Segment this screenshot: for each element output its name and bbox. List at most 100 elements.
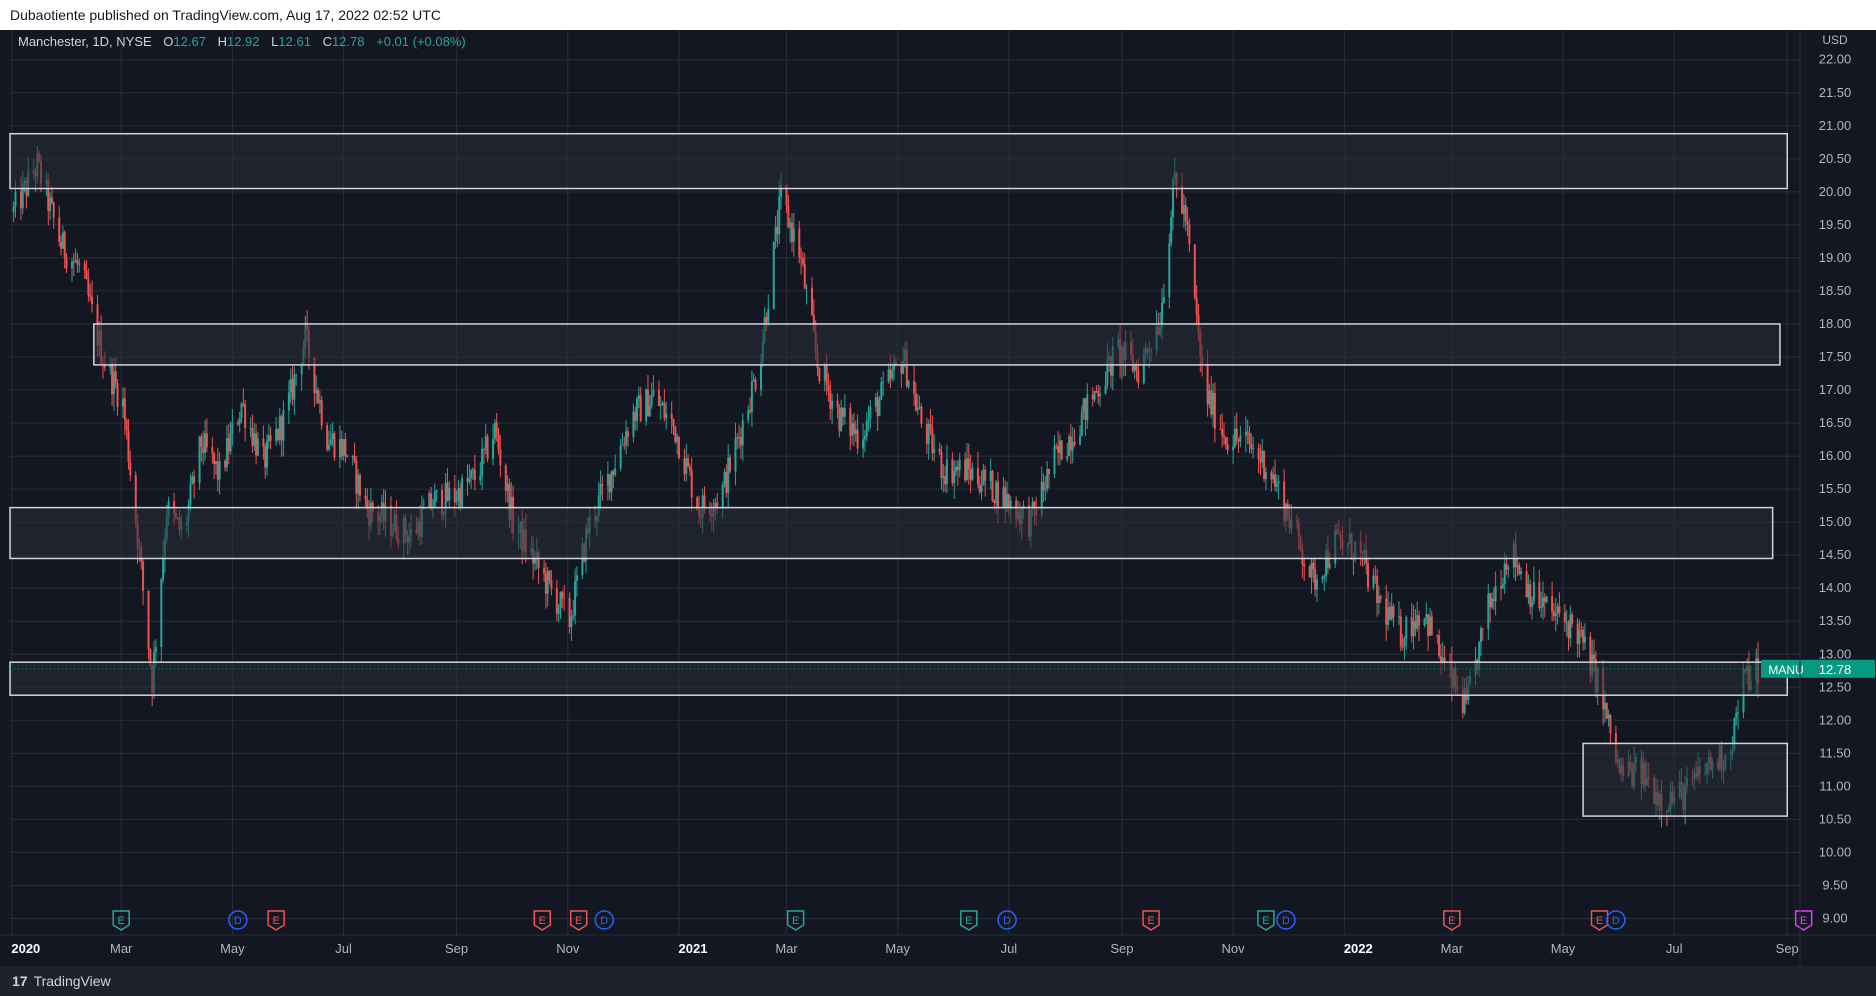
event-marker-label: E bbox=[272, 915, 279, 927]
candle-body bbox=[661, 402, 664, 405]
candle-body bbox=[486, 436, 489, 460]
time-tick-label: May bbox=[885, 941, 910, 956]
candle-body bbox=[1543, 597, 1546, 603]
candle-body bbox=[214, 461, 217, 465]
chart-area[interactable]: 9.00 9.50 10.00 10.50 11.00 11.50 12.00 12.50 13… bbox=[0, 30, 1876, 966]
earnings-marker-icon[interactable] bbox=[1443, 910, 1461, 931]
candle-body bbox=[1410, 617, 1413, 637]
dividend-marker-icon[interactable] bbox=[1606, 910, 1626, 930]
time-tick-label: Nov bbox=[1222, 941, 1246, 956]
price-tick-label: 12.50 bbox=[1819, 679, 1852, 694]
time-tick-label: Sep bbox=[445, 941, 468, 956]
earnings-marker-icon[interactable] bbox=[1257, 910, 1275, 931]
candle-body bbox=[971, 467, 974, 480]
dividend-marker-icon[interactable] bbox=[228, 910, 248, 930]
candle-body bbox=[1492, 598, 1495, 602]
candle-body bbox=[1565, 622, 1568, 624]
price-chart[interactable]: 9.00 9.50 10.00 10.50 11.00 11.50 12.00 12.50 13… bbox=[0, 30, 1876, 966]
candle-body bbox=[49, 197, 52, 212]
candle-body bbox=[574, 580, 577, 616]
candle-body bbox=[1212, 392, 1215, 415]
time-tick-label: Jul bbox=[335, 941, 352, 956]
candle-body bbox=[333, 433, 336, 458]
candle-body bbox=[606, 474, 609, 486]
candle-body bbox=[1538, 582, 1541, 608]
candle-body bbox=[1392, 606, 1395, 617]
candle-body bbox=[85, 270, 88, 280]
candle-body bbox=[1567, 622, 1570, 639]
candle-body bbox=[262, 438, 265, 447]
candle-body bbox=[236, 422, 239, 425]
candle-body bbox=[461, 477, 464, 507]
candle-body bbox=[1186, 221, 1189, 225]
candle-body bbox=[479, 475, 482, 481]
candle-body bbox=[1481, 628, 1484, 630]
candle-body bbox=[851, 423, 854, 436]
candle-body bbox=[287, 392, 290, 411]
earnings-marker-icon[interactable] bbox=[533, 910, 552, 931]
candle-body bbox=[112, 371, 115, 395]
candle-body bbox=[1436, 635, 1439, 637]
dividend-marker-icon[interactable] bbox=[1276, 910, 1296, 930]
candle-body bbox=[727, 457, 730, 493]
candle-body bbox=[639, 395, 642, 422]
candle-body bbox=[63, 232, 66, 258]
earnings-marker-icon[interactable] bbox=[1794, 910, 1813, 931]
candle-body bbox=[687, 458, 690, 467]
candle-body bbox=[344, 439, 347, 456]
time-tick-label: Sep bbox=[1776, 941, 1799, 956]
candle-body bbox=[780, 185, 783, 197]
event-marker-label: E bbox=[1262, 915, 1269, 927]
candle-body bbox=[1257, 447, 1260, 460]
candle-body bbox=[1188, 224, 1191, 245]
time-tick-label: 2021 bbox=[679, 941, 708, 956]
candle-body bbox=[1390, 606, 1393, 620]
candle-body bbox=[798, 228, 801, 258]
last-price-symbol: MANU bbox=[1768, 663, 1803, 677]
candle-body bbox=[1263, 450, 1266, 480]
candle-body bbox=[1046, 469, 1049, 489]
candle-body bbox=[78, 263, 81, 265]
price-tick-label: 21.00 bbox=[1819, 118, 1852, 133]
candle-body bbox=[293, 374, 296, 400]
earnings-marker-icon[interactable] bbox=[960, 910, 978, 931]
earnings-marker-icon[interactable] bbox=[786, 910, 805, 931]
price-tick-label: 19.00 bbox=[1819, 250, 1852, 265]
candle-body bbox=[1068, 436, 1071, 456]
candle-body bbox=[725, 471, 728, 493]
price-tick-label: 9.00 bbox=[1822, 910, 1847, 925]
candle-body bbox=[317, 389, 320, 403]
candle-body bbox=[555, 588, 558, 614]
event-marker-label: D bbox=[234, 915, 242, 927]
candle-body bbox=[840, 407, 843, 432]
candle-body bbox=[862, 439, 865, 449]
candle-body bbox=[1259, 459, 1262, 463]
candle-body bbox=[874, 397, 877, 407]
candle-body bbox=[1403, 638, 1406, 647]
earnings-marker-icon[interactable] bbox=[112, 910, 130, 931]
candle-body bbox=[1501, 584, 1504, 589]
candle-body bbox=[446, 482, 449, 501]
earnings-marker-icon[interactable] bbox=[1142, 910, 1160, 931]
candle-body bbox=[227, 438, 230, 452]
earnings-marker-icon[interactable] bbox=[267, 910, 285, 931]
candle-body bbox=[1235, 428, 1238, 440]
dividend-marker-icon[interactable] bbox=[594, 910, 614, 930]
earnings-marker-icon[interactable] bbox=[569, 910, 588, 931]
candle-body bbox=[504, 465, 507, 491]
candle-body bbox=[1525, 571, 1528, 598]
candle-body bbox=[1580, 629, 1583, 631]
candle-body bbox=[327, 444, 330, 450]
candle-body bbox=[1503, 563, 1506, 585]
candle-body bbox=[1057, 446, 1060, 453]
earnings-marker-icon[interactable] bbox=[1590, 910, 1609, 931]
candle-body bbox=[672, 419, 675, 427]
candle-body bbox=[614, 468, 617, 475]
candle-body bbox=[568, 597, 571, 628]
candle-body bbox=[1133, 365, 1136, 372]
tradingview-logo-icon[interactable]: 17 bbox=[12, 973, 28, 989]
candle-body bbox=[825, 365, 828, 385]
candle-body bbox=[264, 446, 267, 468]
dividend-marker-icon[interactable] bbox=[997, 910, 1017, 930]
time-tick-label: 2020 bbox=[11, 941, 40, 956]
